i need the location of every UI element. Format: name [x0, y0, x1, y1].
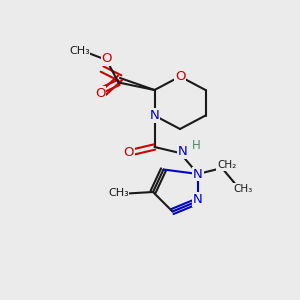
Text: O: O — [95, 86, 106, 100]
Text: N: N — [150, 109, 159, 122]
Text: N: N — [178, 145, 187, 158]
Text: CH₃: CH₃ — [233, 184, 253, 194]
Text: O: O — [175, 70, 185, 83]
Text: O: O — [124, 146, 134, 160]
Text: H: H — [192, 139, 201, 152]
Text: CH₂: CH₂ — [217, 160, 236, 170]
Text: N: N — [193, 167, 203, 181]
Text: CH₃: CH₃ — [69, 46, 90, 56]
Text: O: O — [101, 52, 112, 65]
Text: CH₃: CH₃ — [108, 188, 129, 198]
Text: N: N — [193, 193, 203, 206]
